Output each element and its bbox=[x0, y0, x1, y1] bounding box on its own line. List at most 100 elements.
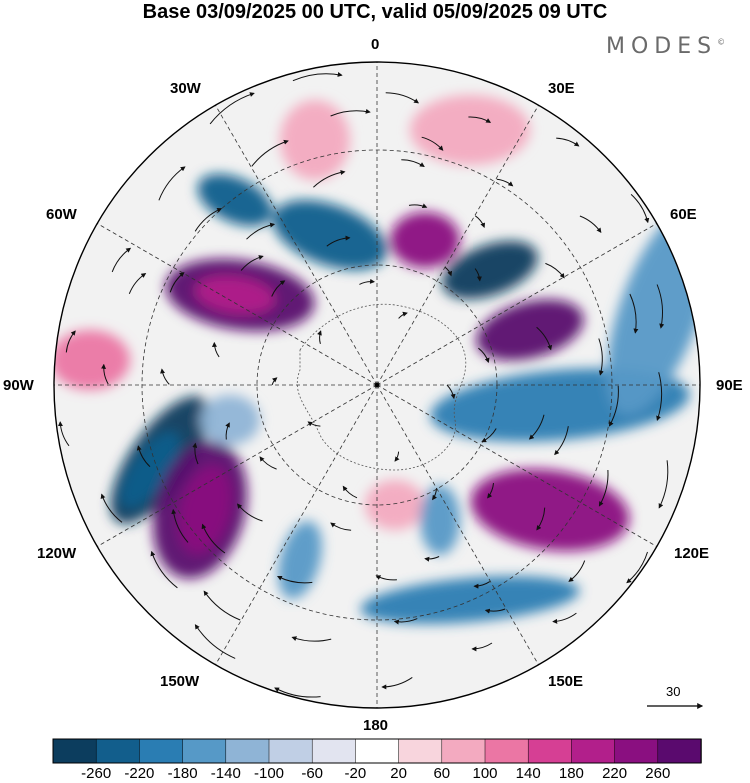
streamline-arrow bbox=[251, 139, 289, 167]
colorbar-tick-label: 220 bbox=[602, 765, 628, 782]
streamline-arrow bbox=[240, 255, 264, 271]
anomaly-blob bbox=[476, 299, 584, 361]
meridian-line bbox=[91, 219, 378, 386]
streamline-arrow bbox=[150, 550, 178, 589]
streamline-arrow bbox=[342, 485, 358, 499]
streamline-arrow bbox=[160, 368, 170, 385]
streamline-arrow bbox=[598, 338, 604, 376]
colorbar-tick-label: -260 bbox=[81, 765, 112, 782]
streamline-arrow bbox=[236, 503, 263, 522]
streamline-arrow bbox=[656, 284, 665, 329]
anomaly-blob bbox=[54, 330, 130, 390]
meridian-label-30w: 30W bbox=[170, 80, 201, 97]
streamline-arrow bbox=[277, 576, 313, 584]
latitude-circle bbox=[256, 264, 498, 506]
streamline-arrow bbox=[556, 137, 580, 147]
streamline-arrow bbox=[317, 330, 322, 345]
anomaly-blob bbox=[120, 431, 180, 509]
streamline-arrow bbox=[393, 618, 418, 625]
streamline-arrow bbox=[307, 421, 321, 427]
streamline-arrow bbox=[484, 608, 506, 614]
streamline-arrow bbox=[552, 612, 577, 624]
anomaly-blob bbox=[360, 576, 580, 624]
meridian-line bbox=[376, 99, 543, 386]
streamline-arrow bbox=[158, 166, 186, 201]
streamline-arrow bbox=[487, 483, 494, 499]
streamline-arrow bbox=[579, 215, 602, 234]
meridian-line bbox=[91, 384, 378, 551]
meridian-label-120e: 120E bbox=[674, 545, 710, 562]
streamline-arrow bbox=[313, 170, 346, 188]
colorbar-tick-label: 180 bbox=[558, 765, 584, 782]
streamline-arrow bbox=[330, 108, 371, 117]
colorbar-tick-label: -100 bbox=[253, 765, 285, 782]
streamline-arrow bbox=[421, 136, 444, 151]
map-disk bbox=[54, 62, 700, 708]
anomaly-blob bbox=[200, 395, 260, 445]
streamline-arrow bbox=[194, 624, 236, 659]
streamline-arrow bbox=[201, 523, 226, 554]
streamline-arrow bbox=[545, 262, 565, 279]
streamline-arrow bbox=[169, 272, 185, 293]
streamline-arrow bbox=[630, 194, 650, 224]
colorbar-tick-label: -140 bbox=[210, 765, 241, 782]
anomaly-blob bbox=[195, 276, 275, 314]
colorbar-tick-label: -180 bbox=[167, 765, 198, 782]
streamline-arrow bbox=[598, 469, 609, 507]
meridian-label-120w: 120W bbox=[37, 545, 77, 562]
meridian-label-60w: 60W bbox=[46, 206, 77, 223]
colorbar-tick-label: -220 bbox=[124, 765, 155, 782]
streamline-arrow bbox=[474, 268, 482, 282]
streamline-arrow bbox=[609, 385, 619, 427]
colorbar-tick-label: -20 bbox=[344, 765, 367, 782]
meridian-label-150e: 150E bbox=[548, 673, 584, 690]
streamline-arrow bbox=[528, 414, 545, 440]
anomaly-blob bbox=[390, 212, 460, 268]
streamline-arrow bbox=[271, 377, 278, 386]
streamline-arrow bbox=[473, 581, 491, 589]
meridian-line bbox=[376, 384, 543, 671]
reference-vector-label: 30 bbox=[666, 684, 681, 699]
streamline-arrow bbox=[385, 92, 420, 104]
anomaly-blob bbox=[470, 468, 630, 552]
meridian-label-60e: 60E bbox=[670, 206, 697, 223]
streamline-arrow bbox=[478, 347, 490, 364]
streamline-arrow bbox=[203, 590, 241, 621]
anomaly-blob bbox=[365, 480, 425, 530]
meridian-line bbox=[211, 99, 378, 386]
streamline-arrow bbox=[536, 326, 553, 351]
meridian-label-180: 180 bbox=[363, 717, 389, 734]
streamline-arrow bbox=[401, 159, 425, 168]
streamline-arrow bbox=[536, 507, 546, 531]
streamline-arrow bbox=[381, 676, 413, 690]
streamline-arrow bbox=[65, 330, 76, 353]
streamline-arrow bbox=[359, 278, 375, 285]
anomaly-blob bbox=[272, 200, 388, 270]
south-pole-marker bbox=[374, 382, 380, 388]
streamline-arrow bbox=[432, 488, 437, 501]
streamline-arrow bbox=[468, 116, 492, 123]
meridian-label-90w: 90W bbox=[3, 377, 34, 394]
meridian-line bbox=[211, 384, 378, 671]
streamline-arrow bbox=[192, 442, 199, 465]
streamline-arrow bbox=[656, 372, 663, 421]
brand-logo: MODES© bbox=[606, 34, 726, 59]
streamline-arrow bbox=[475, 215, 486, 229]
streamline-arrow bbox=[292, 72, 343, 82]
streamline-arrow bbox=[326, 235, 351, 247]
streamline-arrow bbox=[194, 207, 223, 232]
anomaly-blob bbox=[280, 100, 350, 180]
streamline-arrow bbox=[271, 280, 286, 297]
anomaly-blob bbox=[410, 95, 530, 165]
streamline-arrow bbox=[398, 311, 408, 319]
anomaly-blob bbox=[442, 240, 538, 300]
streamline-arrow bbox=[101, 363, 109, 385]
streamline-arrow bbox=[291, 636, 332, 642]
colorbar-tick-label: 20 bbox=[390, 765, 407, 782]
streamline-arrow bbox=[554, 426, 569, 456]
streamline-arrow bbox=[658, 460, 669, 509]
meridian-line bbox=[376, 384, 663, 551]
streamline-arrow bbox=[111, 247, 132, 273]
streamline-arrow bbox=[568, 560, 586, 582]
